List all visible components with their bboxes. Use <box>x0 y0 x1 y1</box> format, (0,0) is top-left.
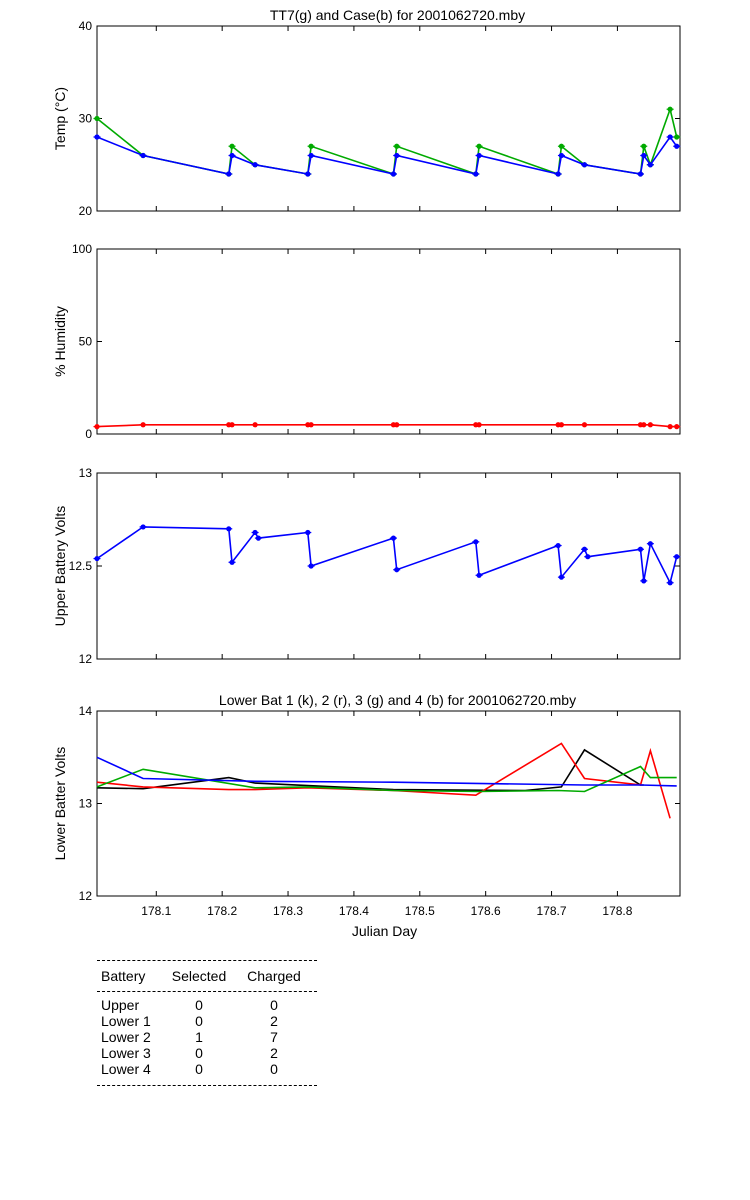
series-r <box>93 422 681 430</box>
chart-panel-4: 12 13 14 178.1 178.2 178.3 178.4 178.5 178.6 178.… <box>52 692 681 939</box>
series-b <box>93 134 681 177</box>
selected-count: 0 <box>195 1045 203 1061</box>
y-axis-title: Temp (°C) <box>52 87 68 150</box>
plot-title: TT7(g) and Case(b) for 2001062720.mby <box>270 7 525 23</box>
figure: 20 30 40 Temp (°C) TT7(g) and Case(b) for 20… <box>52 7 681 939</box>
plot-frame <box>96 248 681 435</box>
series-line <box>96 748 644 792</box>
series-line <box>96 742 671 819</box>
table-row: Lower 2 1 7 <box>97 1029 317 1045</box>
series-line <box>96 526 678 585</box>
x-tick-label: 178.5 <box>405 904 435 918</box>
y-tick-label: 13 <box>79 466 93 480</box>
y-tick-label: 12.5 <box>69 559 93 573</box>
table-rule-bottom <box>97 1085 317 1086</box>
y-axis-title: % Humidity <box>52 306 68 377</box>
y-axis-title: Upper Battery Volts <box>52 506 68 627</box>
y-axis-title: Lower Batter Volts <box>52 747 68 861</box>
series-k <box>96 748 644 792</box>
x-tick-label: 178.7 <box>537 904 567 918</box>
charged-count: 7 <box>270 1029 278 1045</box>
table-rule-mid <box>97 991 317 992</box>
y-tick-label: 30 <box>79 112 93 126</box>
x-tick-label: 178.4 <box>339 904 369 918</box>
header-selected: Selected <box>171 968 227 984</box>
y-tick-label: 50 <box>79 335 93 349</box>
plot-title: Lower Bat 1 (k), 2 (r), 3 (g) and 4 (b) … <box>219 692 576 708</box>
y-tick-label: 12 <box>79 889 93 903</box>
selected-count: 1 <box>195 1029 203 1045</box>
series-b <box>96 756 677 787</box>
battery-name: Lower 1 <box>101 1013 151 1029</box>
charged-count: 2 <box>270 1013 278 1029</box>
series-g <box>96 765 677 793</box>
y-tick-label: 20 <box>79 204 93 218</box>
x-axis-title: Julian Day <box>352 923 417 939</box>
battery-name: Lower 2 <box>101 1029 151 1045</box>
y-tick-label: 13 <box>79 797 93 811</box>
x-tick-label: 178.3 <box>273 904 303 918</box>
plot-frame <box>96 25 681 212</box>
charged-count: 2 <box>270 1045 278 1061</box>
selected-count: 0 <box>195 1061 203 1077</box>
table-rule-top <box>97 960 317 961</box>
series-line <box>96 756 677 787</box>
table-header-row: Battery Selected Charged <box>97 961 317 991</box>
table-row: Lower 1 0 2 <box>97 1013 317 1029</box>
table-row: Upper 0 0 <box>97 997 317 1013</box>
x-tick-label: 178.2 <box>207 904 237 918</box>
y-tick-label: 40 <box>79 19 93 33</box>
header-charged: Charged <box>247 968 301 984</box>
header-battery: Battery <box>101 968 146 984</box>
table-row: Lower 3 0 2 <box>97 1045 317 1061</box>
battery-name: Lower 3 <box>101 1045 151 1061</box>
series-line <box>96 135 678 175</box>
y-tick-label: 14 <box>79 704 93 718</box>
x-tick-label: 178.1 <box>141 904 171 918</box>
y-tick-label: 0 <box>85 427 92 441</box>
table-row: Lower 4 0 0 <box>97 1061 317 1077</box>
series-line <box>96 423 677 428</box>
x-tick-label: 178.6 <box>471 904 501 918</box>
x-tick-label: 178.8 <box>602 904 632 918</box>
series-b <box>93 524 681 586</box>
series-r <box>96 742 671 819</box>
selected-count: 0 <box>195 1013 203 1029</box>
chart-panel-3: 12 12.5 13 Upper Battery Volts <box>52 466 681 666</box>
charged-count: 0 <box>270 997 278 1013</box>
series-line <box>96 765 677 793</box>
y-tick-label: 12 <box>79 652 93 666</box>
chart-panel-2: 0 50 100 % Humidity <box>52 242 681 441</box>
battery-name: Lower 4 <box>101 1061 151 1077</box>
battery-summary-table: Battery Selected Charged Upper 0 0 Lower… <box>97 960 317 1086</box>
chart-panel-1: 20 30 40 Temp (°C) TT7(g) and Case(b) for 20… <box>52 7 681 218</box>
battery-name: Upper <box>101 997 140 1013</box>
y-tick-label: 100 <box>72 242 92 256</box>
plot-frame <box>96 710 681 897</box>
charged-count: 0 <box>270 1061 278 1077</box>
selected-count: 0 <box>195 997 203 1013</box>
plot-frame <box>96 472 681 660</box>
